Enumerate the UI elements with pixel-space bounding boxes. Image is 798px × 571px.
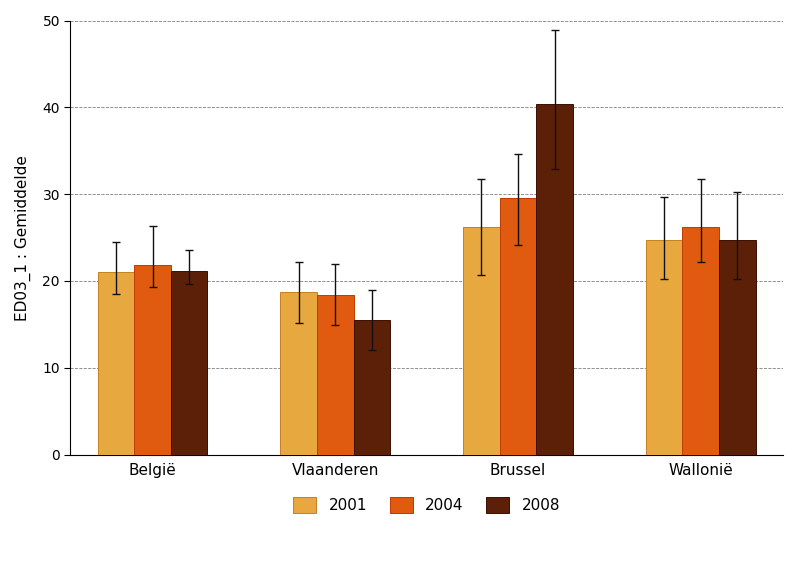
Y-axis label: ED03_1 : Gemiddelde: ED03_1 : Gemiddelde <box>15 155 31 320</box>
Bar <box>317 295 354 455</box>
Bar <box>280 292 317 455</box>
Bar <box>134 266 171 455</box>
Bar <box>646 240 682 455</box>
Legend: 2001, 2004, 2008: 2001, 2004, 2008 <box>286 489 567 521</box>
Bar <box>463 227 500 455</box>
Bar <box>719 240 756 455</box>
Bar <box>354 320 390 455</box>
Bar <box>500 198 536 455</box>
Bar <box>682 227 719 455</box>
Bar <box>536 104 573 455</box>
Bar <box>98 272 134 455</box>
Bar <box>171 271 207 455</box>
